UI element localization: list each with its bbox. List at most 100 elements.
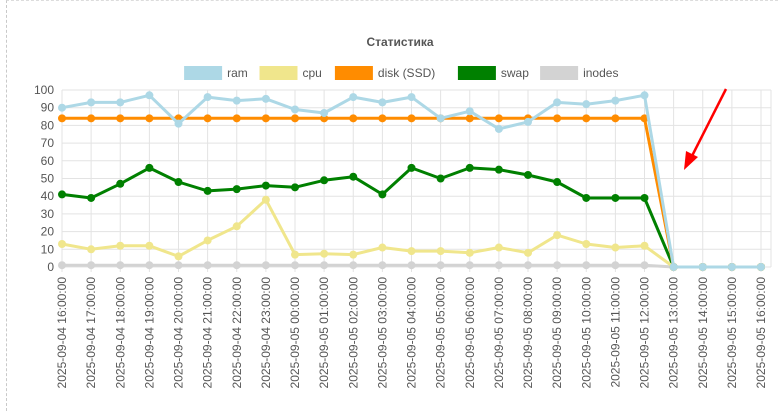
data-point-swap[interactable]: [320, 176, 329, 185]
data-point-inodes[interactable]: [145, 261, 154, 270]
data-point-cpu[interactable]: [349, 250, 358, 259]
data-point-inodes[interactable]: [203, 261, 212, 270]
data-point-ram[interactable]: [757, 263, 765, 271]
data-point-inodes[interactable]: [640, 261, 649, 270]
data-point-cpu[interactable]: [291, 250, 299, 259]
data-point-swap[interactable]: [611, 193, 620, 202]
data-point-ram[interactable]: [582, 100, 591, 109]
data-point-ram[interactable]: [727, 263, 736, 271]
data-point-inodes[interactable]: [378, 261, 387, 270]
data-point-swap[interactable]: [232, 185, 241, 194]
data-point-swap[interactable]: [436, 174, 445, 183]
legend-item-disk-ssd[interactable]: disk (SSD): [334, 66, 435, 80]
data-point-cpu[interactable]: [436, 247, 445, 256]
legend-item-inodes[interactable]: inodes: [540, 66, 618, 80]
data-point-disk-ssd[interactable]: [291, 114, 299, 123]
data-point-disk-ssd[interactable]: [203, 114, 212, 123]
data-point-swap[interactable]: [261, 181, 270, 190]
data-point-ram[interactable]: [524, 117, 532, 126]
data-point-ram[interactable]: [320, 109, 329, 118]
data-point-inodes[interactable]: [174, 261, 183, 270]
data-point-ram[interactable]: [669, 263, 678, 271]
data-point-cpu[interactable]: [640, 241, 649, 250]
data-point-swap[interactable]: [640, 193, 649, 202]
data-point-swap[interactable]: [465, 163, 474, 172]
data-point-inodes[interactable]: [349, 261, 358, 270]
data-point-cpu[interactable]: [261, 195, 270, 204]
data-point-inodes[interactable]: [58, 261, 66, 270]
data-point-ram[interactable]: [378, 98, 387, 107]
data-point-swap[interactable]: [349, 172, 358, 181]
data-point-ram[interactable]: [87, 98, 96, 107]
data-point-swap[interactable]: [174, 178, 183, 187]
data-point-disk-ssd[interactable]: [378, 114, 387, 123]
data-point-cpu[interactable]: [582, 239, 591, 248]
data-point-cpu[interactable]: [320, 249, 329, 258]
data-point-ram[interactable]: [116, 98, 125, 107]
data-point-ram[interactable]: [291, 105, 299, 114]
data-point-inodes[interactable]: [494, 261, 503, 270]
data-point-inodes[interactable]: [116, 261, 125, 270]
data-point-ram[interactable]: [261, 94, 270, 103]
data-point-disk-ssd[interactable]: [407, 114, 416, 123]
data-point-disk-ssd[interactable]: [494, 114, 503, 123]
data-point-ram[interactable]: [640, 91, 649, 100]
data-point-inodes[interactable]: [553, 261, 562, 270]
data-point-disk-ssd[interactable]: [87, 114, 96, 123]
data-point-disk-ssd[interactable]: [582, 114, 591, 123]
data-point-disk-ssd[interactable]: [611, 114, 620, 123]
data-point-ram[interactable]: [553, 98, 562, 107]
data-point-disk-ssd[interactable]: [553, 114, 562, 123]
data-point-disk-ssd[interactable]: [145, 114, 154, 123]
data-point-ram[interactable]: [232, 96, 241, 105]
data-point-inodes[interactable]: [465, 261, 474, 270]
data-point-cpu[interactable]: [553, 231, 562, 240]
data-point-swap[interactable]: [524, 170, 532, 179]
data-point-disk-ssd[interactable]: [465, 114, 474, 123]
data-point-cpu[interactable]: [611, 243, 620, 252]
data-point-inodes[interactable]: [232, 261, 241, 270]
data-point-inodes[interactable]: [582, 261, 591, 270]
data-point-cpu[interactable]: [465, 248, 474, 257]
data-point-inodes[interactable]: [320, 261, 329, 270]
data-point-swap[interactable]: [407, 163, 416, 172]
data-point-cpu[interactable]: [494, 243, 503, 252]
data-point-inodes[interactable]: [436, 261, 445, 270]
data-point-swap[interactable]: [378, 190, 387, 199]
data-point-swap[interactable]: [494, 165, 503, 174]
data-point-swap[interactable]: [582, 193, 591, 202]
data-point-cpu[interactable]: [87, 245, 96, 254]
data-point-cpu[interactable]: [203, 236, 212, 245]
data-point-cpu[interactable]: [116, 241, 125, 250]
data-point-swap[interactable]: [291, 183, 299, 192]
data-point-inodes[interactable]: [524, 261, 532, 270]
data-point-ram[interactable]: [145, 91, 154, 100]
data-point-disk-ssd[interactable]: [58, 114, 66, 123]
data-point-cpu[interactable]: [232, 222, 241, 231]
data-point-ram[interactable]: [58, 103, 66, 112]
data-point-ram[interactable]: [174, 119, 183, 128]
data-point-ram[interactable]: [407, 93, 416, 102]
data-point-ram[interactable]: [349, 93, 358, 102]
data-point-inodes[interactable]: [407, 261, 416, 270]
data-point-cpu[interactable]: [174, 252, 183, 261]
data-point-swap[interactable]: [87, 193, 96, 202]
data-point-inodes[interactable]: [611, 261, 620, 270]
data-point-disk-ssd[interactable]: [349, 114, 358, 123]
data-point-disk-ssd[interactable]: [640, 114, 649, 123]
data-point-cpu[interactable]: [58, 239, 66, 248]
data-point-ram[interactable]: [203, 93, 212, 102]
data-point-ram[interactable]: [436, 114, 445, 123]
data-point-inodes[interactable]: [291, 261, 299, 270]
data-point-inodes[interactable]: [261, 261, 270, 270]
legend-item-ram[interactable]: ram: [184, 66, 248, 80]
legend-item-cpu[interactable]: cpu: [259, 66, 322, 80]
data-point-swap[interactable]: [116, 179, 125, 188]
data-point-disk-ssd[interactable]: [116, 114, 125, 123]
legend-item-swap[interactable]: swap: [457, 66, 529, 80]
data-point-disk-ssd[interactable]: [232, 114, 241, 123]
data-point-cpu[interactable]: [407, 247, 416, 256]
data-point-ram[interactable]: [611, 96, 620, 105]
data-point-swap[interactable]: [145, 163, 154, 172]
data-point-cpu[interactable]: [145, 241, 154, 250]
